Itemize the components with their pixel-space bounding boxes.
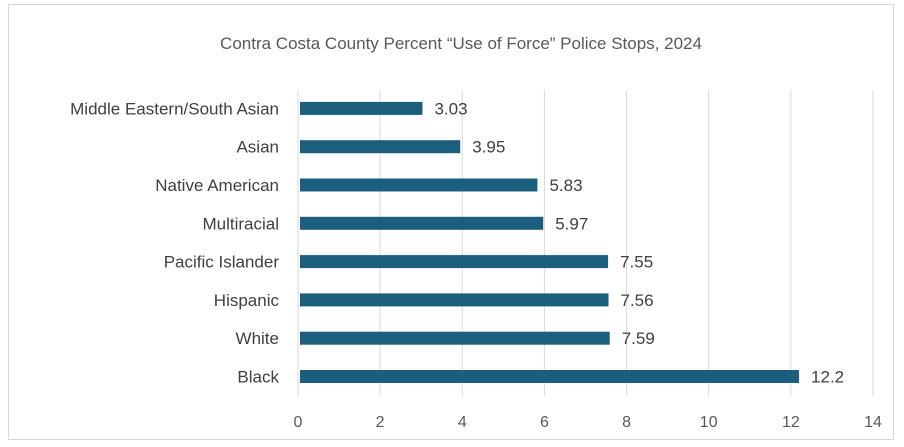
data-label: 12.2 — [811, 368, 844, 387]
category-label: Pacific Islander — [164, 253, 280, 272]
gridlines — [297, 90, 874, 396]
data-label: 7.55 — [620, 253, 653, 272]
x-tick-2: 2 — [376, 414, 385, 431]
category-label: Multiracial — [202, 214, 279, 233]
bar-pacific-islander — [300, 255, 609, 269]
bar-multiracial — [300, 216, 544, 230]
x-tick-10: 10 — [700, 414, 718, 431]
bars — [300, 101, 800, 383]
data-label: 5.83 — [549, 176, 582, 195]
chart-title: Contra Costa County Percent “Use of Forc… — [220, 34, 702, 53]
data-labels: 12.2 7.59 7.56 7.55 5.97 5.83 3.95 3.03 — [434, 99, 844, 386]
x-tick-0: 0 — [294, 414, 303, 431]
bar-middle-eastern-south-asian — [300, 101, 423, 115]
bar-hispanic — [300, 293, 609, 307]
x-tick-12: 12 — [782, 414, 800, 431]
x-tick-14: 14 — [864, 414, 882, 431]
bar-asian — [300, 140, 461, 154]
category-label: Black — [237, 368, 279, 387]
x-tick-6: 6 — [540, 414, 549, 431]
data-label: 3.03 — [434, 99, 467, 118]
data-label: 7.59 — [622, 329, 655, 348]
bar-white — [300, 331, 610, 345]
data-label: 5.97 — [555, 214, 588, 233]
category-label: White — [236, 329, 279, 348]
category-label: Hispanic — [214, 291, 280, 310]
category-label: Asian — [236, 138, 279, 157]
x-tick-4: 4 — [458, 414, 467, 431]
category-label: Middle Eastern/South Asian — [70, 99, 279, 118]
x-tick-8: 8 — [622, 414, 631, 431]
data-label: 7.56 — [620, 291, 653, 310]
bar-native-american — [300, 178, 538, 192]
category-label: Native American — [155, 176, 279, 195]
data-label: 3.95 — [472, 138, 505, 157]
category-labels: Black White Hispanic Pacific Islander Multir… — [70, 99, 279, 386]
bar-black — [300, 370, 800, 383]
x-tick-labels: 0 2 4 6 8 10 12 14 — [294, 414, 882, 431]
